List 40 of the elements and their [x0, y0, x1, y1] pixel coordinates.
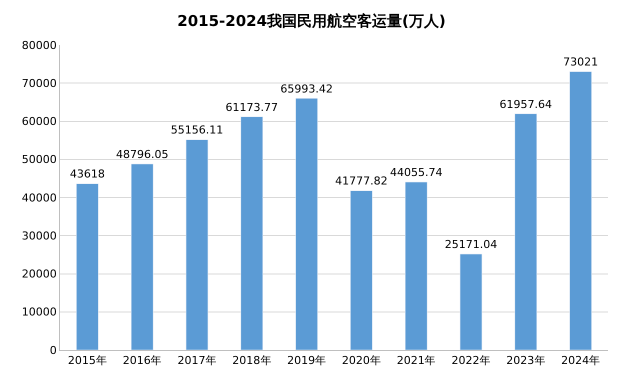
x-tick-label: 2017年	[178, 354, 216, 368]
x-tick-label: 2015年	[68, 354, 107, 368]
bar	[295, 98, 318, 350]
data-label: 65993.42	[280, 82, 333, 96]
y-tick-label: 50000	[22, 153, 57, 166]
x-tick-label: 2023年	[506, 354, 546, 368]
y-tick-label: 60000	[22, 115, 57, 128]
data-label: 48796.05	[116, 148, 168, 161]
bar	[240, 116, 264, 350]
bar	[460, 254, 482, 350]
y-tick-label: 10000	[22, 306, 57, 319]
bar	[350, 190, 373, 350]
x-tick-label: 2024年	[561, 354, 600, 368]
x-tick-label: 2016年	[122, 354, 162, 368]
data-label: 41777.82	[335, 174, 388, 188]
bar	[404, 182, 428, 350]
y-tick-label: 70000	[22, 76, 57, 90]
data-label: 43618	[70, 168, 105, 181]
x-tick-label: 2021年	[396, 354, 436, 368]
data-label: 61173.77	[226, 100, 278, 114]
data-label: 61957.64	[500, 98, 552, 111]
bar	[186, 139, 208, 350]
y-tick-label: 80000	[22, 38, 57, 52]
y-tick-label: 30000	[22, 229, 57, 242]
y-tick-label: 40000	[22, 191, 57, 204]
y-tick-label: 0	[50, 344, 57, 357]
data-label: 25171.04	[444, 238, 498, 252]
bar	[76, 183, 99, 350]
data-label: 73021	[563, 56, 598, 69]
bar	[569, 71, 592, 350]
data-label: 44055.74	[390, 166, 442, 180]
bar	[514, 114, 538, 350]
x-tick-label: 2019年	[287, 354, 326, 368]
x-tick-label: 2022年	[452, 354, 490, 368]
y-tick-label: 20000	[22, 268, 57, 281]
x-tick-label: 2020年	[342, 354, 381, 368]
bar	[130, 164, 154, 350]
chart-title: 2015-2024我国民用航空客运量(万人)	[177, 12, 446, 30]
data-label: 55156.11	[170, 124, 224, 137]
x-tick-label: 2018年	[232, 354, 272, 368]
